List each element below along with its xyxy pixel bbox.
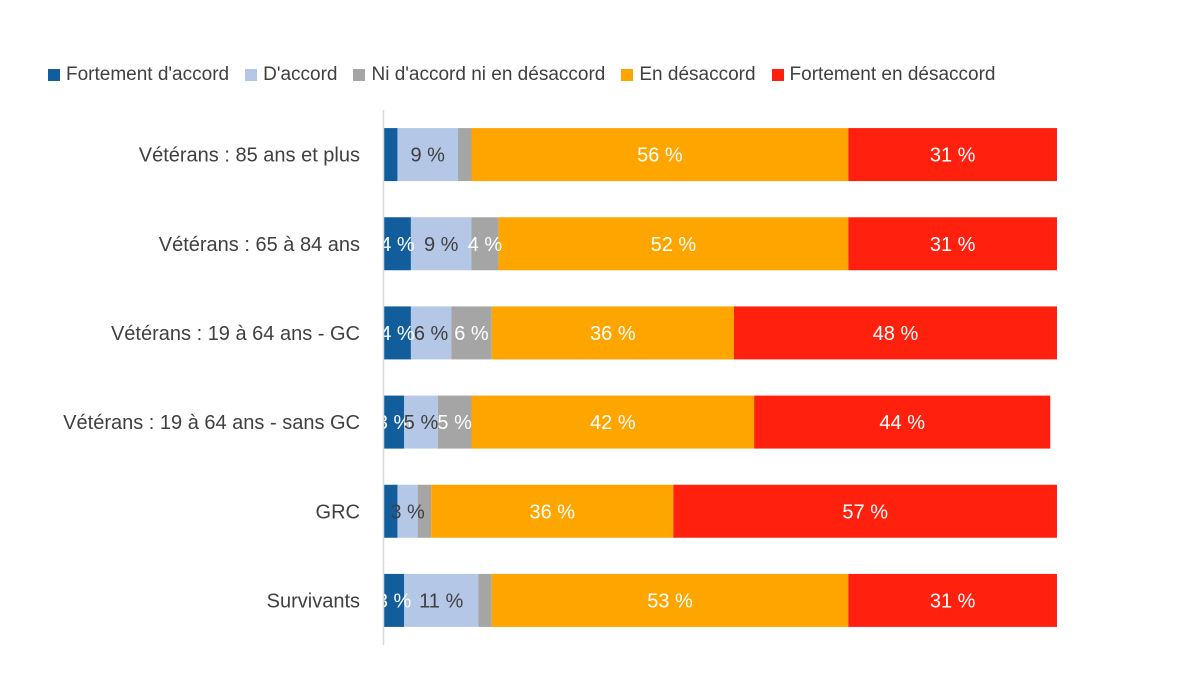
bar-segment	[458, 128, 472, 182]
bar-segment	[491, 306, 734, 360]
legend-label: Fortement en désaccord	[789, 64, 996, 85]
bar-segment	[410, 306, 452, 360]
bar-segment	[431, 484, 674, 538]
legend-label: Fortement d'accord	[66, 64, 230, 85]
bar-segment	[498, 217, 849, 271]
bar-segment	[384, 573, 405, 627]
bar-segment	[471, 217, 499, 271]
bar-segment	[384, 306, 411, 360]
bar-segment	[384, 484, 398, 538]
data-label: 53 %	[647, 590, 693, 612]
bar-segment	[451, 306, 492, 360]
bar-segment	[417, 484, 432, 538]
data-label: 4 %	[380, 234, 415, 256]
bar-segment	[478, 573, 492, 627]
data-label: 9 %	[424, 234, 459, 256]
data-label: 31 %	[930, 234, 976, 256]
data-label: 48 %	[873, 323, 919, 345]
bar-segment	[491, 573, 849, 627]
bar-segment	[848, 128, 1057, 182]
bar-segment	[410, 217, 472, 271]
data-label: 36 %	[529, 501, 575, 523]
data-label: 36 %	[590, 323, 636, 345]
category-label: Vétérans : 85 ans et plus	[139, 145, 360, 167]
data-label: 52 %	[651, 234, 697, 256]
category-label: Survivants	[267, 590, 360, 612]
data-label: 6 %	[414, 323, 449, 345]
legend-item: Fortement en désaccord	[771, 64, 996, 86]
legend-label: D'accord	[263, 64, 338, 85]
legend-swatch	[353, 69, 366, 81]
data-label: 3 %	[390, 501, 425, 523]
data-label: 31 %	[930, 145, 976, 167]
bar-segment	[848, 217, 1057, 271]
data-label: 42 %	[590, 412, 636, 434]
data-label: 57 %	[842, 501, 888, 523]
data-label: 3 %	[377, 412, 412, 434]
legend-swatch	[48, 69, 60, 81]
bar-segment	[404, 395, 438, 449]
bar-segment	[848, 573, 1057, 627]
bar-segment	[384, 395, 405, 449]
data-label: 56 %	[637, 145, 683, 167]
legend-swatch	[621, 69, 634, 81]
legend: Fortement d'accord D'accord Ni d'accord ni…	[48, 64, 1012, 86]
legend-item: Fortement d'accord	[48, 64, 229, 86]
bar-segment	[471, 128, 849, 182]
data-label: 4 %	[380, 323, 415, 345]
bar-segment	[673, 484, 1057, 538]
bar-segment	[733, 306, 1057, 360]
legend-item: Ni d'accord ni en désaccord	[353, 64, 605, 86]
legend-swatch	[771, 69, 784, 81]
bar-segment	[397, 484, 418, 538]
category-label: Vétérans : 65 à 84 ans	[159, 234, 360, 256]
data-label: 3 %	[377, 590, 412, 612]
data-label: 44 %	[879, 412, 925, 434]
legend-item: En désaccord	[621, 64, 756, 86]
bar-segment	[754, 395, 1051, 449]
data-label: 9 %	[411, 145, 446, 167]
bar-segment	[384, 128, 398, 182]
bar-segment	[404, 573, 479, 627]
bar-segment	[471, 395, 755, 449]
data-label: 11 %	[419, 590, 463, 612]
data-label: 4 %	[468, 234, 503, 256]
legend-label: Ni d'accord ni en désaccord	[371, 64, 606, 85]
category-label: Vétérans : 19 à 64 ans - sans GC	[63, 412, 360, 434]
legend-swatch	[245, 69, 258, 81]
bar-segment	[384, 217, 411, 271]
legend-label: En désaccord	[639, 64, 756, 85]
bar-segment	[397, 128, 459, 182]
data-label: 31 %	[930, 590, 976, 612]
legend-item: D'accord	[245, 64, 337, 86]
data-label: 6 %	[454, 323, 489, 345]
category-label: GRC	[316, 501, 360, 523]
data-label: 5 %	[404, 412, 439, 434]
bar-segment	[437, 395, 472, 449]
category-label: Vétérans : 19 à 64 ans - GC	[111, 323, 360, 345]
data-label: 5 %	[437, 412, 472, 434]
